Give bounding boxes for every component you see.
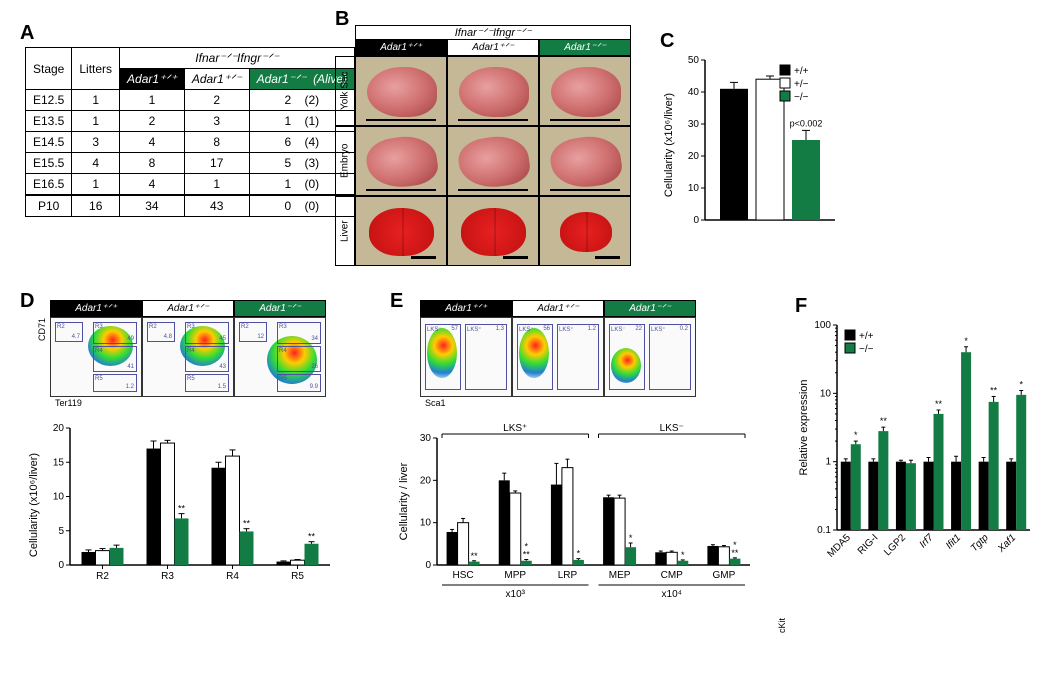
- svg-text:p<0.002: p<0.002: [790, 118, 823, 128]
- table-a: StageLittersIfnar⁻ᐟ⁻Ifngr⁻ᐟ⁻ Adar1⁺ᐟ⁺Ada…: [25, 47, 355, 217]
- svg-text:Tgtp: Tgtp: [969, 532, 991, 554]
- svg-text:**: **: [935, 399, 943, 409]
- svg-text:**: **: [243, 519, 251, 529]
- svg-text:x10⁴: x10⁴: [662, 589, 682, 600]
- svg-text:*: *: [1019, 380, 1023, 390]
- svg-text:−/−: −/−: [794, 92, 809, 103]
- panel-d: Adar1⁺ᐟ⁺ Adar1⁺ᐟ⁻ Adar1⁻ᐟ⁻ CD71 R24.7R34…: [25, 300, 355, 595]
- svg-text:GMP: GMP: [713, 570, 736, 581]
- svg-text:10: 10: [53, 492, 65, 503]
- svg-text:Cellularity / liver: Cellularity / liver: [398, 462, 410, 540]
- svg-text:−/−: −/−: [859, 344, 874, 355]
- svg-text:0: 0: [693, 215, 699, 226]
- svg-text:x10³: x10³: [506, 589, 526, 600]
- svg-text:*: *: [854, 430, 858, 440]
- svg-text:**: **: [308, 532, 316, 542]
- panel-b-grid: Ifnar⁻ᐟ⁻Ifngr⁻ᐟ⁻ Adar1⁺ᐟ⁺ Adar1⁺ᐟ⁻ Adar1…: [335, 25, 631, 266]
- panel-e: Adar1⁺ᐟ⁺ Adar1⁺ᐟ⁻ Adar1⁻ᐟ⁻ cKit LKS⁻57LK…: [395, 300, 765, 608]
- svg-text:1: 1: [825, 457, 831, 468]
- svg-text:RIG-I: RIG-I: [856, 532, 881, 557]
- svg-text:0: 0: [58, 560, 64, 571]
- svg-text:**: **: [178, 504, 186, 514]
- svg-text:Relative expression: Relative expression: [798, 380, 810, 476]
- chart-d: 0 5 10 15 20 R2 ** R3 ** R4 ** R5 Cellularity (x10⁶/…: [25, 420, 335, 590]
- svg-text:0: 0: [425, 560, 431, 571]
- svg-text:LKS⁺: LKS⁺: [503, 423, 527, 434]
- svg-text:15: 15: [53, 457, 65, 468]
- svg-text:Cellularity (x10⁶/liver): Cellularity (x10⁶/liver): [28, 453, 40, 557]
- svg-text:+/+: +/+: [794, 66, 809, 77]
- svg-text:**: **: [880, 416, 888, 426]
- svg-text:10: 10: [688, 183, 700, 194]
- svg-text:*: *: [524, 541, 528, 551]
- svg-text:LKS⁻: LKS⁻: [660, 423, 684, 434]
- svg-text:LRP: LRP: [558, 570, 578, 581]
- svg-text:**: **: [471, 551, 479, 561]
- svg-text:R2: R2: [96, 571, 109, 582]
- svg-text:20: 20: [420, 475, 432, 486]
- svg-text:10: 10: [820, 388, 832, 399]
- svg-text:30: 30: [688, 119, 700, 130]
- svg-text:+/−: +/−: [794, 79, 809, 90]
- svg-text:30: 30: [420, 433, 432, 444]
- svg-text:0.1: 0.1: [817, 525, 831, 536]
- svg-text:Ifit1: Ifit1: [944, 532, 963, 551]
- svg-text:MPP: MPP: [504, 570, 526, 581]
- svg-text:20: 20: [688, 151, 700, 162]
- svg-text:R3: R3: [161, 571, 174, 582]
- svg-text:Cellularity (x10⁶/liver): Cellularity (x10⁶/liver): [663, 93, 675, 197]
- chart-f: 0.1 1 10 100 * MDA5 ** RIG-ILGP2 ** Irf7 * Ifit1 ** T…: [795, 305, 1035, 585]
- svg-text:**: **: [990, 385, 998, 395]
- label-a: A: [20, 22, 34, 45]
- svg-text:10: 10: [420, 518, 432, 529]
- svg-text:R4: R4: [226, 571, 239, 582]
- svg-text:+/+: +/+: [859, 331, 874, 342]
- svg-text:R5: R5: [291, 571, 304, 582]
- svg-text:5: 5: [58, 526, 64, 537]
- svg-text:*: *: [577, 549, 581, 559]
- svg-text:*: *: [733, 540, 737, 550]
- svg-text:40: 40: [688, 87, 700, 98]
- svg-text:*: *: [964, 336, 968, 346]
- svg-text:20: 20: [53, 423, 65, 434]
- svg-text:CMP: CMP: [661, 570, 684, 581]
- svg-text:Irf7: Irf7: [918, 532, 936, 550]
- chart-c: 0 10 20 30 40 50 p<0.002 Cellularity (x10⁶/live…: [660, 50, 840, 240]
- svg-text:100: 100: [814, 320, 831, 331]
- chart-e: 0102030**HSC***MPP*LRP*MEP*CMP***GMPLKS⁺…: [395, 418, 755, 603]
- svg-text:HSC: HSC: [453, 570, 474, 581]
- svg-text:*: *: [629, 533, 633, 543]
- svg-text:*: *: [681, 550, 685, 560]
- svg-text:MDA5: MDA5: [825, 532, 853, 560]
- svg-text:LGP2: LGP2: [882, 532, 908, 558]
- svg-text:MEP: MEP: [609, 570, 631, 581]
- svg-text:50: 50: [688, 55, 700, 66]
- svg-text:Xaf1: Xaf1: [995, 532, 1018, 555]
